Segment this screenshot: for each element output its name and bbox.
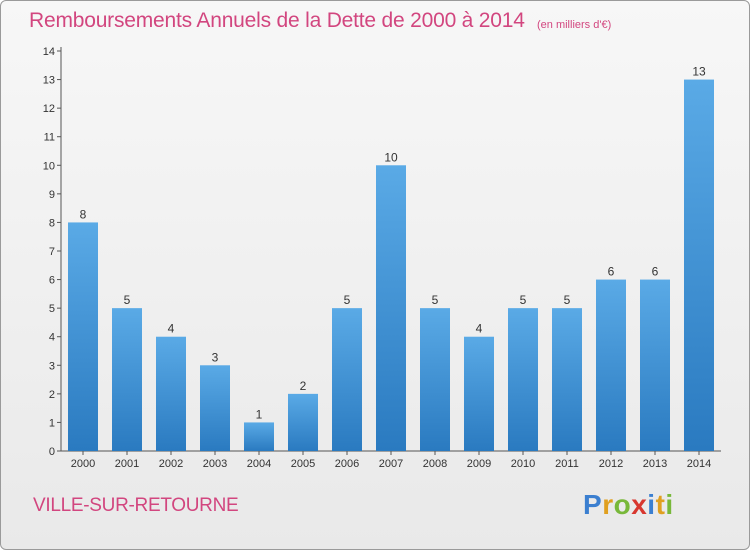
y-tick-label: 1: [49, 417, 55, 429]
logo-letter: t: [655, 489, 666, 520]
value-label-2006: 5: [344, 293, 351, 307]
x-tick-label: 2001: [115, 458, 139, 470]
logo-letter: x: [631, 489, 648, 520]
value-label-2000: 8: [80, 207, 87, 221]
value-label-2004: 1: [256, 407, 263, 421]
logo-letter: P: [583, 489, 603, 520]
bar-2007: [376, 165, 406, 452]
value-label-2009: 4: [476, 322, 483, 336]
x-tick-label: 2000: [71, 458, 95, 470]
commune-name: VILLE-SUR-RETOURNE: [33, 495, 239, 516]
bar-2012: [596, 279, 626, 451]
bar-2014: [684, 79, 714, 452]
bar-2013: [640, 279, 670, 451]
x-tick-label: 2003: [203, 458, 227, 470]
bar-2001: [112, 308, 142, 451]
x-tick-label: 2006: [335, 458, 359, 470]
y-tick-label: 2: [49, 389, 55, 401]
value-label-2005: 2: [300, 379, 307, 393]
x-tick-label: 2011: [555, 458, 579, 470]
value-label-2014: 13: [692, 65, 706, 79]
y-tick-label: 0: [49, 446, 55, 458]
chart-subtitle: (en milliers d'€): [537, 19, 612, 31]
y-tick-label: 7: [49, 246, 55, 258]
bar-2006: [332, 308, 362, 451]
x-tick-label: 2008: [423, 458, 447, 470]
x-tick-label: 2007: [379, 458, 403, 470]
y-tick-label: 11: [44, 132, 55, 144]
y-tick-label: 8: [49, 217, 55, 229]
bar-2004: [244, 422, 274, 451]
bar-2000: [68, 222, 98, 451]
value-label-2007: 10: [384, 150, 398, 164]
x-tick-label: 2004: [247, 458, 271, 470]
value-label-2013: 6: [652, 265, 659, 279]
y-tick-label: 13: [43, 75, 55, 87]
x-tick-label: 2014: [687, 458, 711, 470]
value-label-2012: 6: [608, 265, 615, 279]
x-tick-label: 2005: [291, 458, 315, 470]
y-tick-label: 10: [43, 160, 55, 172]
y-tick-label: 6: [49, 275, 55, 287]
x-tick-label: 2010: [511, 458, 535, 470]
logo-letter: r: [602, 489, 614, 520]
y-tick-label: 3: [49, 360, 55, 372]
x-tick-label: 2009: [467, 458, 491, 470]
bar-2011: [552, 308, 582, 451]
bar-2009: [464, 336, 494, 451]
bar-2008: [420, 308, 450, 451]
value-label-2002: 4: [168, 322, 175, 336]
value-label-2001: 5: [124, 293, 131, 307]
logo-letter: i: [665, 489, 674, 520]
x-tick-label: 2012: [599, 458, 623, 470]
y-tick-label: 14: [43, 46, 55, 58]
bar-2003: [200, 365, 230, 451]
y-tick-label: 12: [43, 103, 55, 115]
value-label-2011: 5: [564, 293, 571, 307]
value-label-2003: 3: [212, 350, 219, 364]
x-tick-label: 2002: [159, 458, 183, 470]
bar-2002: [156, 336, 186, 451]
proxiti-logo: Proxiti: [583, 489, 674, 521]
value-label-2010: 5: [520, 293, 527, 307]
logo-letter: o: [613, 489, 632, 520]
y-tick-label: 4: [49, 332, 55, 344]
y-tick-label: 5: [49, 303, 55, 315]
logo-letter: i: [647, 489, 656, 520]
chart-title: Remboursements Annuels de la Dette de 20…: [29, 9, 525, 32]
value-label-2008: 5: [432, 293, 439, 307]
x-tick-label: 2013: [643, 458, 667, 470]
bar-2005: [288, 393, 318, 451]
bar-2010: [508, 308, 538, 451]
y-tick-label: 9: [49, 189, 55, 201]
